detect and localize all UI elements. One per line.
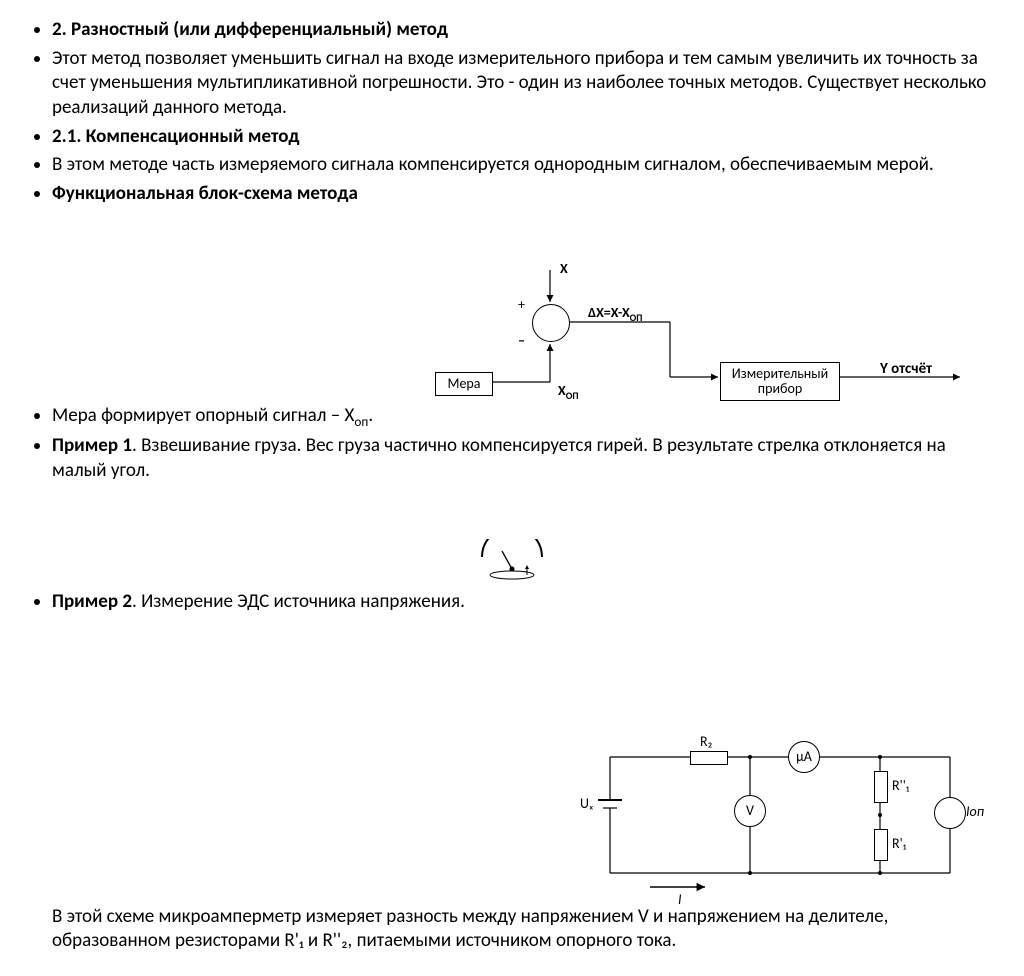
xop-label: XОП xyxy=(558,382,579,403)
example-1: Пример 1. Взвешивание груза. Вес груза ч… xyxy=(52,434,994,483)
summing-junction xyxy=(532,304,570,342)
rp1-resistor xyxy=(874,829,888,861)
scale-icon xyxy=(467,539,557,581)
example-2: Пример 2. Измерение ЭДС источника напряж… xyxy=(52,590,994,615)
r2-resistor xyxy=(690,751,728,765)
mera-box: Мера xyxy=(435,372,493,396)
heading-2: 2.1. Компенсационный метод xyxy=(52,125,994,150)
ux-label: Uₓ xyxy=(580,795,593,813)
heading-3: Функциональная блок-схема метода xyxy=(52,182,994,207)
circuit-diagram: R₂ μA V R''₁ R'₁ Uₓ I Iоп xyxy=(550,735,980,905)
delta-label: ΔX=X-XОП xyxy=(588,304,642,325)
scale-figure xyxy=(30,539,994,589)
para-2: В этом методе часть измеряемого сигнала … xyxy=(52,153,994,178)
iop-label: Iоп xyxy=(966,803,984,821)
rp1-label: R'₁ xyxy=(892,835,906,853)
instrument-box: Измерительныйприбор xyxy=(720,362,840,401)
plus-label: + xyxy=(518,296,525,314)
r2-label: R₂ xyxy=(700,733,712,751)
circuit-lines xyxy=(550,735,980,905)
rpp1-resistor xyxy=(874,771,888,803)
current-source xyxy=(934,797,966,829)
microammeter: μA xyxy=(788,741,820,773)
y-label: Y отсчёт xyxy=(880,360,932,380)
voltmeter: V xyxy=(734,795,766,827)
para-1: Этот метод позволяет уменьшить сигнал на… xyxy=(52,47,994,121)
rpp1-label: R''₁ xyxy=(892,777,909,795)
minus-label: – xyxy=(518,332,525,350)
para-last: В этой схеме микроамперметр измеряет раз… xyxy=(52,905,994,954)
x-label: X xyxy=(560,260,568,278)
heading-1: 2. Разностный (или дифференциальный) мет… xyxy=(52,18,994,43)
block-diagram: X + – ΔX=X-XОП Мера XОП Измерительныйпри… xyxy=(340,262,990,412)
i-label: I xyxy=(678,891,682,909)
